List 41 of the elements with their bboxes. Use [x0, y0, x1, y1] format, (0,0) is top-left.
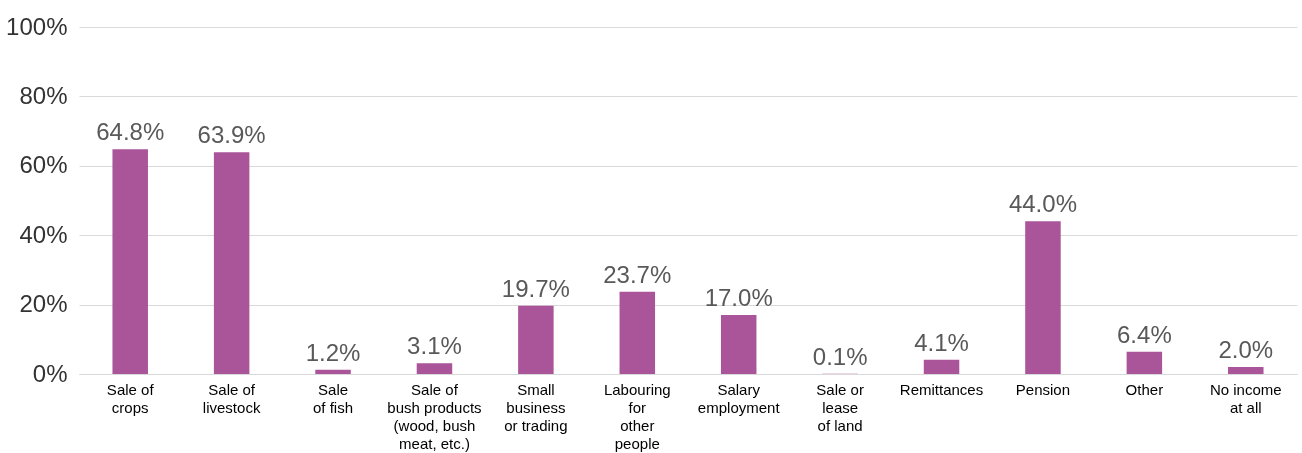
x-tick-label: Sale of livestock: [202, 380, 261, 416]
x-tick-label: Salary employment: [697, 380, 781, 416]
data-label: 23.7%: [603, 260, 672, 288]
y-tick-label: 80%: [19, 81, 68, 109]
y-tick-label: 40%: [19, 220, 68, 248]
data-label: 19.7%: [501, 274, 570, 302]
y-tick-label: 60%: [19, 151, 68, 179]
bar: [315, 369, 351, 374]
x-tick-label: Remittances: [899, 380, 984, 398]
data-label: 63.9%: [197, 121, 266, 149]
bar: [923, 359, 960, 374]
x-tick-label: Pension: [1015, 380, 1071, 398]
data-label: 2.0%: [1218, 336, 1274, 364]
data-label: 44.0%: [1008, 190, 1077, 218]
y-tick-label: 20%: [19, 290, 68, 318]
x-tick-label: No income at all: [1209, 380, 1282, 416]
bar: [619, 291, 656, 374]
data-label: 1.2%: [305, 338, 361, 366]
x-tick-label: Sale of bush products (wood, bush meat, etc.): [387, 380, 482, 452]
y-tick-label: 100%: [6, 12, 68, 40]
bar: [1228, 367, 1264, 374]
x-tick-label: Sale of crops: [106, 380, 155, 416]
data-label: 3.1%: [407, 332, 462, 360]
bar: [112, 149, 148, 374]
bar: [1025, 221, 1061, 374]
data-label: 64.8%: [96, 118, 165, 146]
bar: [1126, 351, 1163, 374]
bar: [518, 305, 554, 374]
data-label: 0.1%: [812, 342, 868, 370]
bar: [720, 315, 757, 374]
data-label: 17.0%: [704, 284, 773, 312]
data-label: 4.1%: [914, 328, 969, 356]
x-tick-label: Small business or trading: [504, 380, 568, 434]
bar: [213, 152, 250, 374]
bar: [416, 363, 453, 374]
x-tick-label: Labouring for other people: [603, 380, 671, 452]
x-tick-label: Sale or lease of land: [816, 380, 864, 434]
data-label: 6.4%: [1117, 320, 1172, 348]
x-tick-label: Sale of fish: [313, 380, 354, 416]
x-tick-label: Other: [1125, 380, 1164, 398]
y-tick-label: 0%: [32, 359, 68, 387]
